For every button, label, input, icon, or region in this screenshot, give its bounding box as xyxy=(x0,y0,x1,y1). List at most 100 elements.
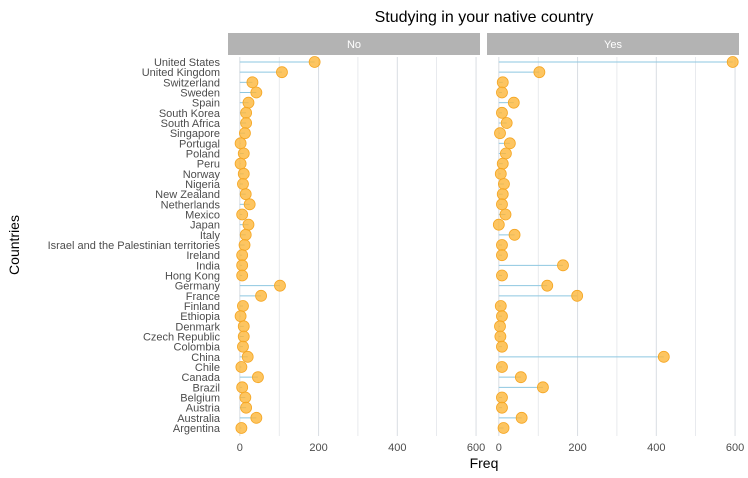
y-tick-label: Singapore xyxy=(170,128,220,140)
data-point xyxy=(514,371,527,384)
y-tick-label: Denmark xyxy=(175,321,220,333)
data-point xyxy=(571,289,584,302)
data-point xyxy=(496,401,508,414)
data-point xyxy=(537,381,549,394)
y-tick-label: Mexico xyxy=(185,210,220,222)
x-tick-label: 400 xyxy=(388,442,406,454)
chart-title: Studying in your native country xyxy=(375,9,594,26)
data-point xyxy=(240,401,253,414)
y-tick-label: Colombia xyxy=(174,342,221,354)
data-point xyxy=(496,157,509,170)
y-tick-label: New Zealand xyxy=(155,189,220,201)
data-point xyxy=(237,178,249,190)
data-point xyxy=(252,371,264,384)
data-point xyxy=(235,361,248,373)
y-tick-label: Austria xyxy=(186,403,221,415)
data-point xyxy=(496,86,508,99)
data-point xyxy=(496,249,508,262)
data-point xyxy=(492,218,505,231)
data-point xyxy=(515,411,528,424)
data-point xyxy=(237,340,249,353)
data-point xyxy=(236,208,249,221)
x-tick-label: 600 xyxy=(726,442,744,454)
y-tick-label: Japan xyxy=(190,220,220,232)
data-point xyxy=(496,340,508,353)
y-tick-label: Ethiopia xyxy=(180,311,221,323)
data-point xyxy=(497,422,510,434)
y-tick-label: Germany xyxy=(175,281,221,293)
y-tick-label: Brazil xyxy=(192,382,220,394)
y-tick-label: Hong Kong xyxy=(165,271,220,283)
data-point xyxy=(235,422,248,434)
y-tick-label: Nigeria xyxy=(185,179,221,191)
data-point xyxy=(236,269,249,282)
y-tick-label: Spain xyxy=(192,98,220,110)
y-tick-label: Ireland xyxy=(186,250,220,262)
x-tick-label: 200 xyxy=(568,442,586,454)
data-point xyxy=(234,137,247,150)
facet-panels: No 0 200 400 600 Yes 0 200 400 600 xyxy=(228,33,744,454)
y-tick-label: Sweden xyxy=(180,88,220,100)
y-tick-label: Peru xyxy=(197,159,220,171)
data-point xyxy=(255,289,267,302)
y-tick-label: China xyxy=(191,352,221,364)
data-point xyxy=(494,167,507,180)
x-tick-label: 0 xyxy=(496,442,502,454)
y-tick-label: Switzerland xyxy=(163,77,220,89)
data-point xyxy=(237,147,250,160)
data-point xyxy=(239,188,252,201)
y-tick-label: Netherlands xyxy=(161,199,221,211)
y-tick-label: United States xyxy=(154,57,221,69)
y-tick-label: Canada xyxy=(181,372,220,384)
data-point xyxy=(494,320,506,333)
data-point xyxy=(240,117,253,129)
x-axis-title: Freq xyxy=(470,455,499,471)
data-point xyxy=(496,310,508,323)
data-point xyxy=(499,208,512,221)
y-tick-label: South Korea xyxy=(159,108,221,120)
data-point xyxy=(494,330,507,343)
data-point xyxy=(274,279,286,292)
data-point xyxy=(557,259,569,272)
y-tick-label: Portugal xyxy=(179,138,220,150)
data-point xyxy=(242,96,255,109)
data-point xyxy=(239,127,251,140)
x-tick-label: 200 xyxy=(309,442,327,454)
x-tick-label: 600 xyxy=(467,442,485,454)
y-tick-label: Chile xyxy=(195,362,220,374)
y-tick-label: Belgium xyxy=(180,393,220,405)
data-point xyxy=(237,330,250,343)
data-point xyxy=(236,381,249,394)
data-point xyxy=(508,228,521,241)
x-tick-label: 0 xyxy=(237,442,243,454)
facet-strip-yes xyxy=(487,33,739,55)
y-tick-label: Argentina xyxy=(173,423,221,435)
data-point xyxy=(243,198,256,211)
data-point xyxy=(234,310,247,323)
data-point xyxy=(250,86,263,99)
data-point xyxy=(242,218,255,231)
x-tick-label: 400 xyxy=(647,442,665,454)
data-point xyxy=(498,178,510,190)
data-point xyxy=(237,300,249,312)
panel-yes: Yes 0 200 400 600 xyxy=(487,33,744,454)
y-tick-label: Norway xyxy=(183,169,221,181)
data-point xyxy=(236,259,249,272)
y-tick-label: Czech Republic xyxy=(143,332,221,344)
y-tick-label: India xyxy=(196,260,221,272)
data-point xyxy=(503,137,516,150)
data-point xyxy=(657,350,670,363)
y-tick-label: Poland xyxy=(186,149,220,161)
data-point xyxy=(533,66,546,79)
data-point xyxy=(496,391,508,404)
facet-strip-label: Yes xyxy=(604,39,622,51)
y-tick-label: France xyxy=(186,291,220,303)
data-point xyxy=(507,96,520,109)
y-tick-label: Italy xyxy=(200,230,221,242)
data-point xyxy=(499,147,512,160)
facet-strip-no xyxy=(228,33,480,55)
data-point xyxy=(308,56,321,68)
y-tick-label: Australia xyxy=(177,413,221,425)
y-tick-label: United Kingdom xyxy=(142,67,220,79)
